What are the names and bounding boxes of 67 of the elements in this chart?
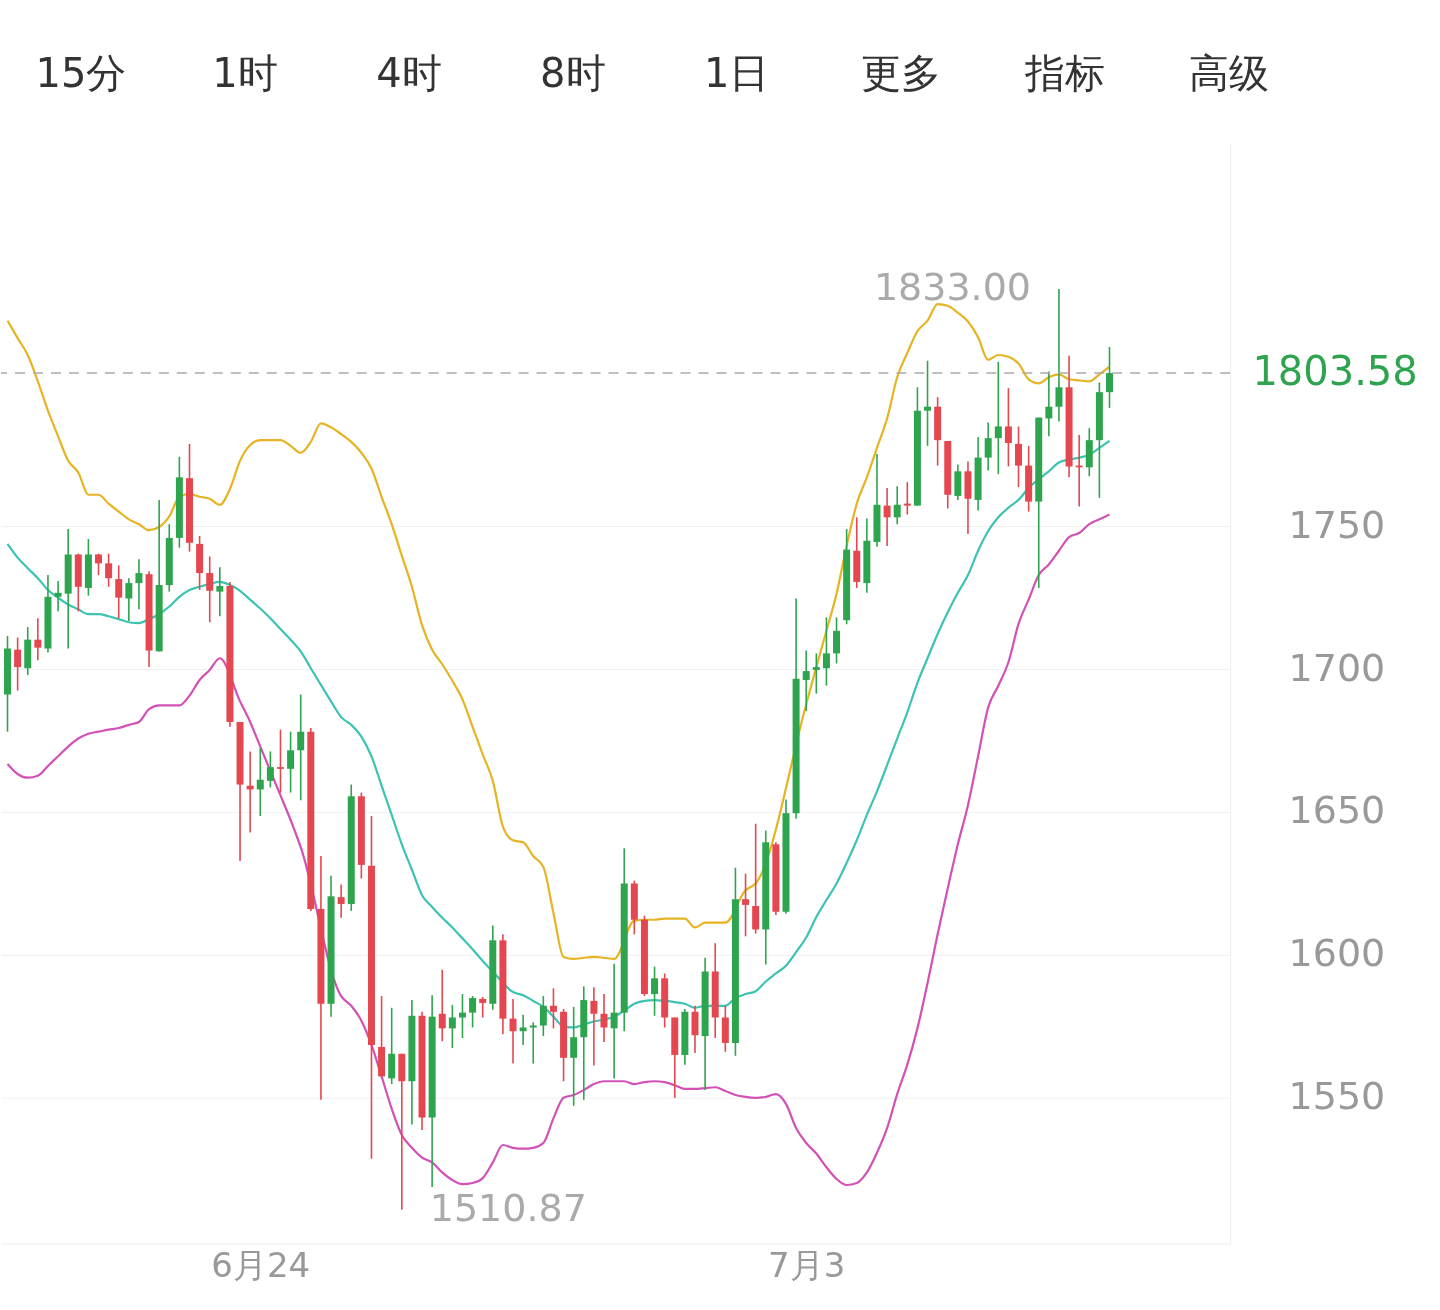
candlestick <box>438 968 446 1043</box>
text: 指标 <box>1023 50 1105 97</box>
candlestick <box>600 993 608 1043</box>
candlestick <box>337 883 345 919</box>
candlestick <box>216 566 224 618</box>
candlestick <box>822 616 830 687</box>
text: 8时 <box>540 50 606 97</box>
text: 高级 <box>1188 50 1269 97</box>
line-series <box>6 303 1111 961</box>
candlestick <box>984 421 992 472</box>
candlestick <box>115 564 123 620</box>
candlestick <box>570 1006 578 1107</box>
candlestick <box>125 577 133 622</box>
y-tick-label: 1550 <box>1288 1074 1386 1119</box>
candlestick <box>549 987 557 1030</box>
candlestick <box>54 580 62 613</box>
candlestick <box>287 730 295 794</box>
line-series <box>6 439 1111 1029</box>
candlestick <box>691 1004 699 1054</box>
candlestick <box>893 485 901 525</box>
candlestick <box>539 995 547 1037</box>
candlestick <box>14 636 22 692</box>
annotation: 1833.00 <box>873 264 1031 309</box>
candlestick <box>1015 425 1023 488</box>
candlestick <box>34 617 42 662</box>
candlestick <box>1106 346 1114 409</box>
candlestick <box>903 481 911 516</box>
y-tick-label: 1700 <box>1288 645 1386 690</box>
candlestick <box>458 993 466 1039</box>
text: 4时 <box>376 50 442 97</box>
candlestick <box>479 996 487 1019</box>
candlestick <box>105 552 113 588</box>
text: 1时 <box>212 50 278 97</box>
candlestick <box>590 986 598 1067</box>
candlestick <box>256 747 264 817</box>
ref-line-label: 1803.58 <box>1252 348 1418 395</box>
annotation: 1510.87 <box>429 1185 587 1230</box>
x-tick-label: 6月24 <box>211 1245 311 1286</box>
y-tick-label: 1600 <box>1288 931 1386 976</box>
y-tick-label: 1750 <box>1288 502 1386 547</box>
x-tick-label: 7月3 <box>768 1245 846 1286</box>
candlestick <box>206 555 214 624</box>
candlestick <box>1004 387 1012 468</box>
candlestick <box>469 995 477 1029</box>
candlestick <box>994 361 1002 475</box>
line-series <box>6 513 1111 1187</box>
candlestick <box>448 1004 456 1049</box>
candlestick <box>529 1021 537 1065</box>
candlestick <box>752 822 760 935</box>
candlestick <box>135 558 143 611</box>
candlestick <box>276 728 284 794</box>
candlestick <box>883 487 891 547</box>
candlestick <box>610 962 618 1080</box>
candlestick <box>812 652 820 695</box>
text: 更多 <box>860 50 941 97</box>
text: 15分 <box>35 50 127 97</box>
candlestick <box>651 965 659 1017</box>
candlestick <box>297 693 305 802</box>
candlestick <box>509 998 517 1065</box>
candlestick <box>742 872 750 938</box>
y-tick-label: 1650 <box>1288 788 1386 833</box>
candlestick <box>266 750 274 789</box>
candlestick <box>802 649 810 712</box>
text: 1日 <box>704 50 770 97</box>
candlestick <box>1055 288 1063 423</box>
candlestick <box>833 616 841 665</box>
candlestick <box>924 359 932 447</box>
